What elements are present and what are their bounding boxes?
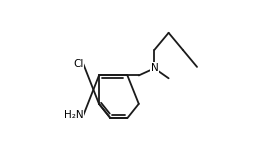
Text: H₂N: H₂N <box>64 110 83 120</box>
Text: N: N <box>151 63 158 73</box>
Text: Cl: Cl <box>73 59 83 69</box>
